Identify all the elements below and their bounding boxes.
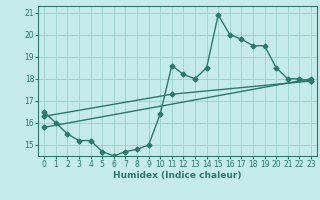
X-axis label: Humidex (Indice chaleur): Humidex (Indice chaleur)	[113, 171, 242, 180]
